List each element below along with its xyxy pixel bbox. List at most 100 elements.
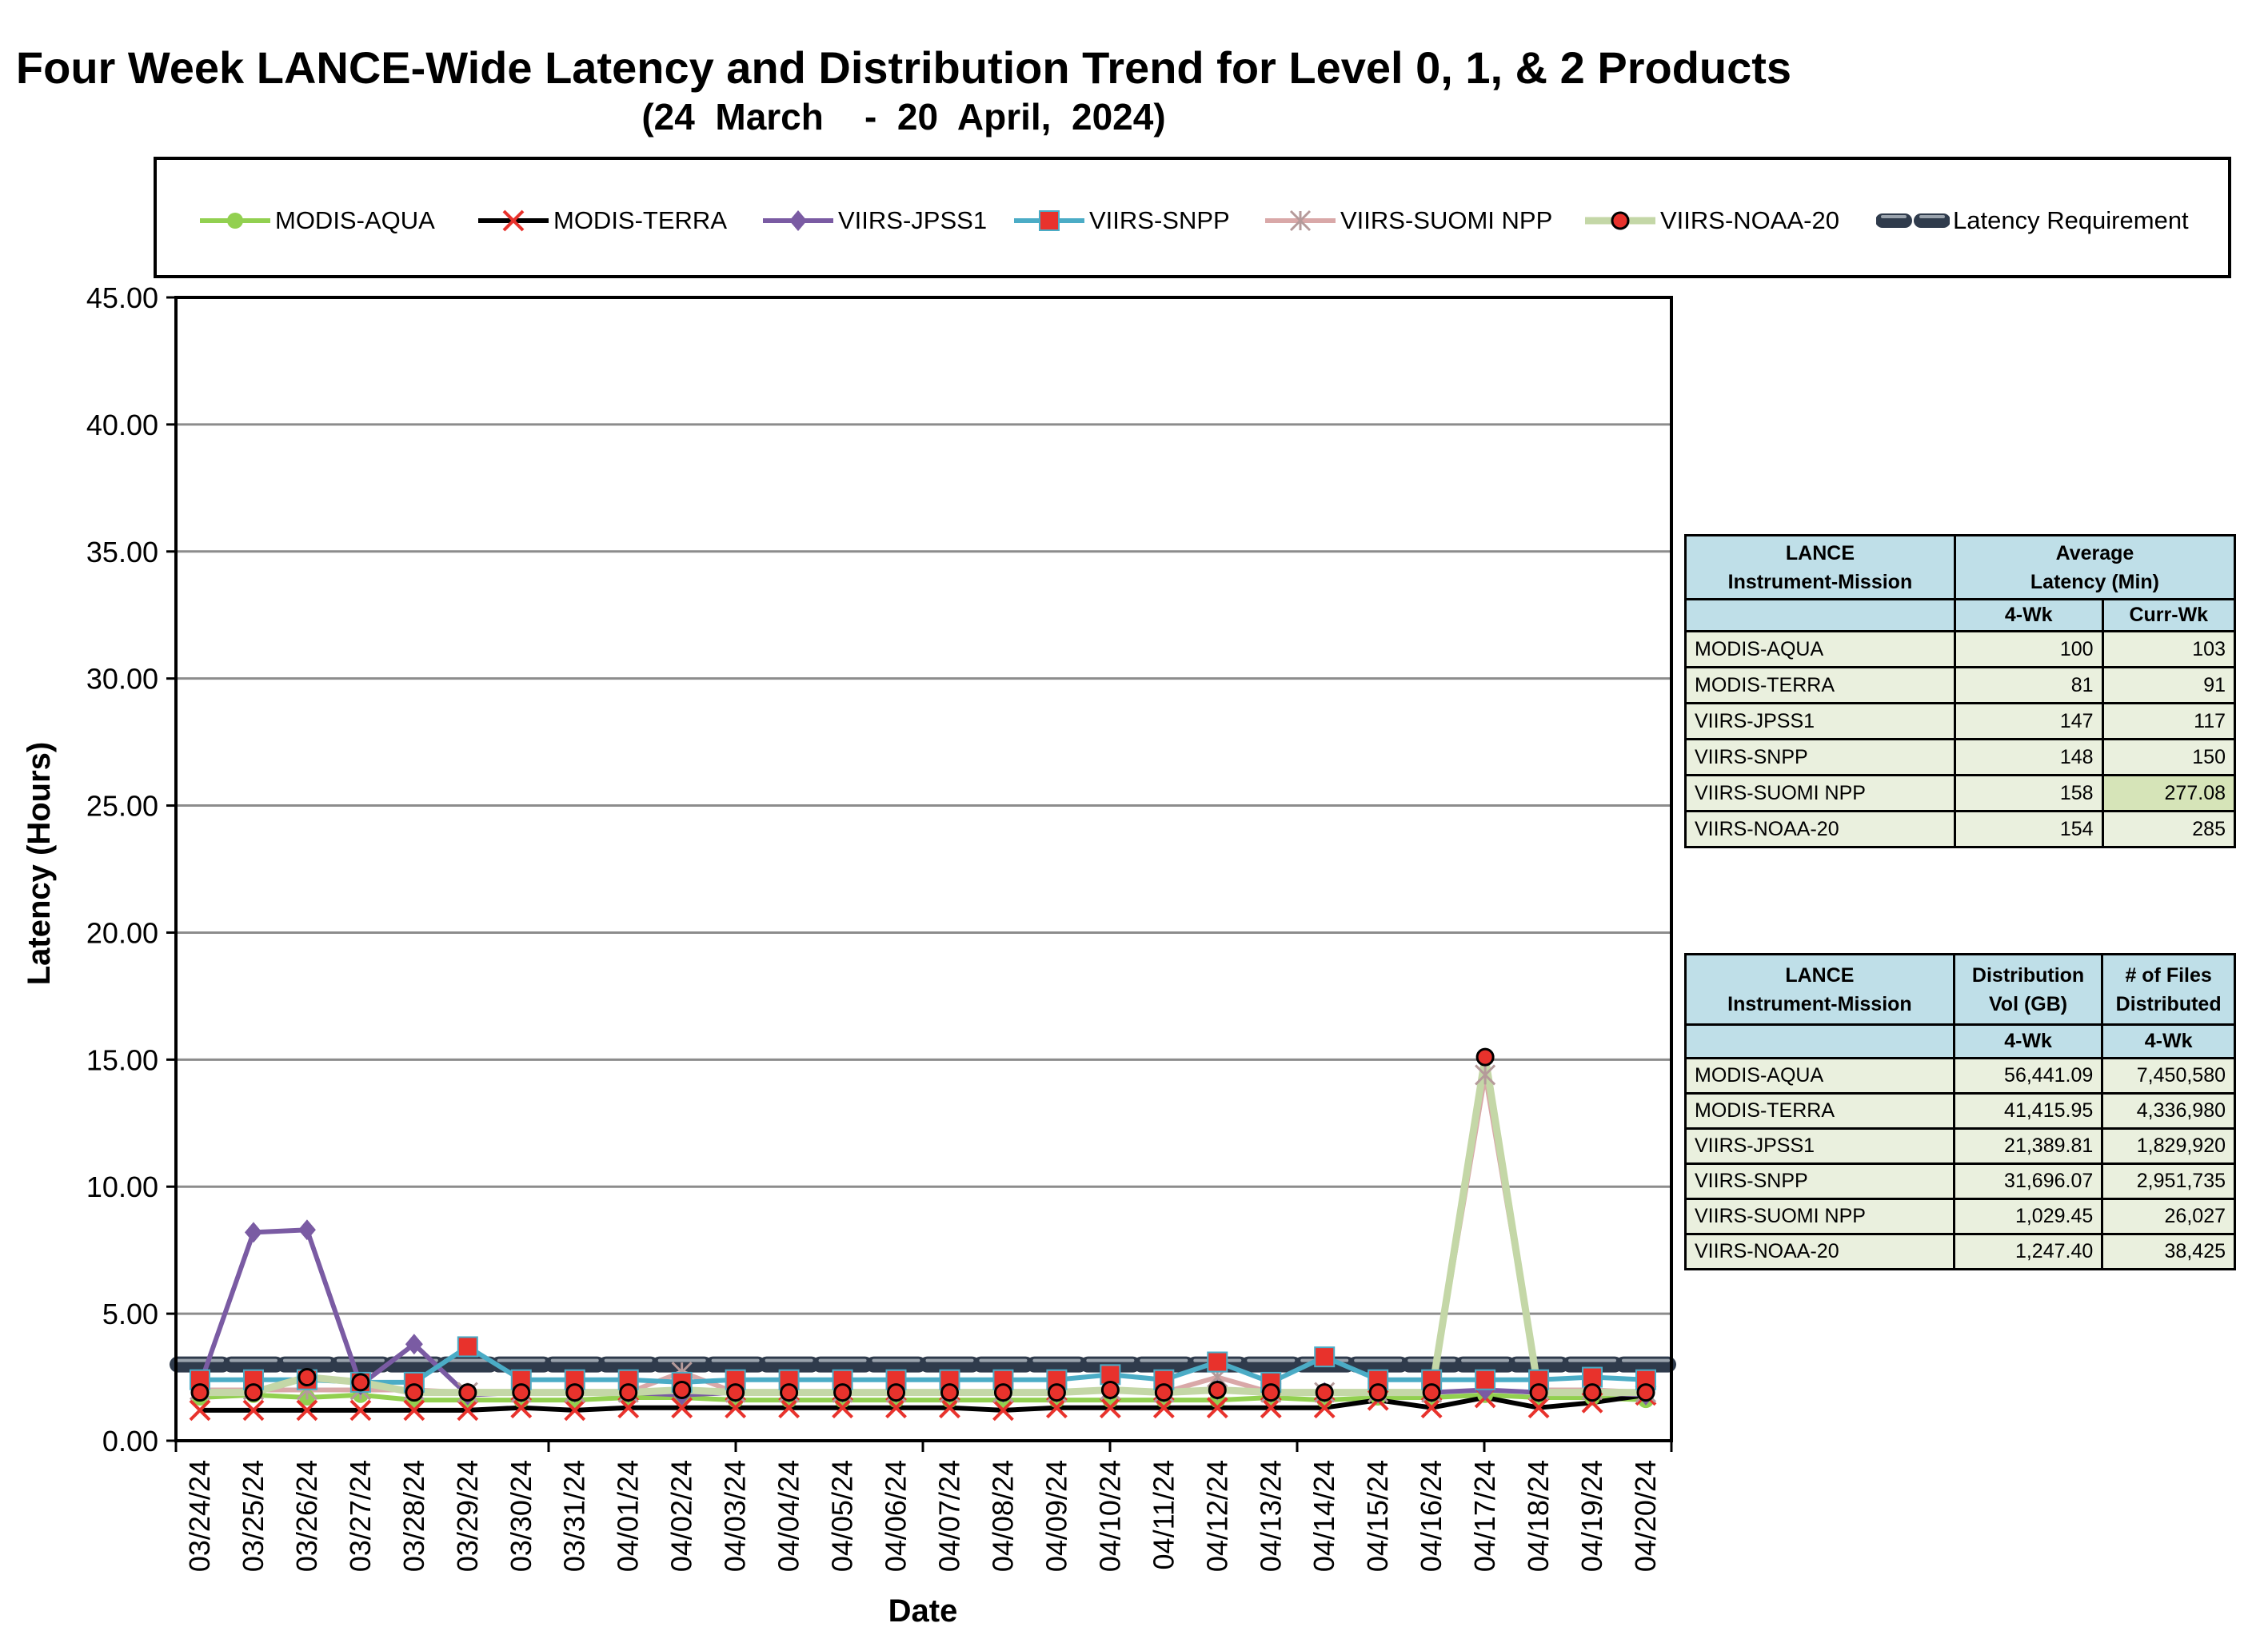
data-point <box>1368 1383 1388 1402</box>
data-point <box>1420 1397 1443 1419</box>
table-row: VIIRS-SUOMI NPP 1,029.45 26,027 <box>1684 1198 2236 1235</box>
legend-swatch <box>1585 211 1655 230</box>
data-point <box>564 1399 586 1422</box>
data-point <box>1527 1397 1550 1419</box>
data-point <box>1583 1383 1602 1402</box>
chart-subtitle: (24 March - 20 April, 2024) <box>641 96 1166 138</box>
latency-subheader-blank <box>1684 598 1956 632</box>
data-point <box>887 1383 906 1402</box>
latency-currwk: 91 <box>2101 666 2237 704</box>
data-point <box>1100 1380 1120 1399</box>
table-row: VIIRS-SUOMI NPP 158 277.08 <box>1684 774 2237 812</box>
latency-4wk: 154 <box>1953 810 2104 848</box>
x-tick-label: 03/29/24 <box>451 1460 484 1572</box>
data-point <box>244 1383 263 1402</box>
data-point <box>502 209 525 232</box>
data-point <box>403 1399 425 1422</box>
data-point <box>405 1334 423 1355</box>
series-line-viirs-noaa20 <box>200 1053 1646 1397</box>
data-point <box>1289 209 1312 232</box>
x-tick-label: 04/14/24 <box>1308 1460 1340 1572</box>
latency-4wk: 158 <box>1953 774 2104 812</box>
x-tick-label: 04/04/24 <box>773 1460 805 1572</box>
table-row: VIIRS-JPSS1 21,389.81 1,829,920 <box>1684 1127 2236 1165</box>
header-line: # of Files <box>2125 963 2212 987</box>
y-tick-label: 5.00 <box>102 1298 158 1330</box>
files-distributed: 26,027 <box>2101 1198 2236 1235</box>
table-row: VIIRS-JPSS1 147 117 <box>1684 702 2237 740</box>
data-point <box>1047 1383 1066 1402</box>
data-point <box>778 1397 801 1419</box>
header-line: LANCE <box>1785 541 1855 564</box>
x-tick-label: 03/31/24 <box>558 1460 591 1572</box>
latency-subheader-4wk: 4-Wk <box>1953 598 2104 632</box>
x-tick-label: 04/18/24 <box>1522 1460 1555 1572</box>
x-axis-label: Date <box>888 1593 958 1629</box>
x-tick-label: 04/08/24 <box>986 1460 1019 1572</box>
x-tick-label: 04/05/24 <box>826 1460 859 1572</box>
x-tick-label: 04/19/24 <box>1575 1460 1608 1572</box>
latency-currwk: 117 <box>2101 702 2237 740</box>
latency-4wk: 100 <box>1953 630 2104 668</box>
distribution-volume: 56,441.09 <box>1952 1057 2104 1095</box>
data-point <box>992 1399 1014 1422</box>
y-tick-label: 35.00 <box>86 536 158 568</box>
x-tick-label: 04/09/24 <box>1040 1460 1072 1572</box>
data-point <box>1475 1064 1496 1086</box>
table-row: VIIRS-SNPP 148 150 <box>1684 738 2237 776</box>
series-line-modis-terra <box>200 1392 1647 1413</box>
legend-item: VIIRS-SUOMI NPP <box>1264 160 1552 281</box>
data-point <box>1208 1380 1227 1399</box>
instrument-name: MODIS-TERRA <box>1684 666 1956 704</box>
data-point <box>617 1397 640 1419</box>
latency-currwk: 103 <box>2101 630 2237 668</box>
series-line-modis-aqua <box>199 1392 1647 1403</box>
data-point <box>512 1383 531 1402</box>
legend-label: MODIS-TERRA <box>553 206 727 234</box>
legend-label: VIIRS-JPSS1 <box>838 206 988 234</box>
data-point <box>1422 1383 1441 1402</box>
latency-4wk: 148 <box>1953 738 2104 776</box>
instrument-name: VIIRS-SNPP <box>1684 738 1956 776</box>
data-point <box>1045 1397 1068 1419</box>
x-tick-label: 04/12/24 <box>1200 1460 1233 1572</box>
legend-label: MODIS-AQUA <box>275 206 435 234</box>
instrument-name: VIIRS-NOAA-20 <box>1684 810 1956 848</box>
table-row: VIIRS-NOAA-20 154 285 <box>1684 810 2237 848</box>
x-tick-label: 03/26/24 <box>290 1460 323 1572</box>
x-tick-label: 03/25/24 <box>237 1460 270 1572</box>
data-point <box>885 1397 907 1419</box>
instrument-name: VIIRS-SUOMI NPP <box>1684 1198 1955 1235</box>
y-tick-label: 45.00 <box>86 281 158 314</box>
legend-swatch <box>1876 213 1950 228</box>
legend-swatch <box>200 213 270 229</box>
x-tick-label: 04/07/24 <box>932 1460 965 1572</box>
data-point <box>1529 1383 1548 1402</box>
dist-subheader-blank <box>1684 1023 1955 1059</box>
data-point <box>1154 1383 1173 1402</box>
x-tick-label: 04/02/24 <box>665 1460 698 1572</box>
data-point <box>296 1399 318 1422</box>
x-tick-label: 04/20/24 <box>1629 1460 1662 1572</box>
requirement-layer <box>170 1356 1676 1373</box>
distribution-volume: 1,029.45 <box>1952 1198 2104 1235</box>
latency-currwk: 277.08 <box>2101 774 2237 812</box>
instrument-name: MODIS-TERRA <box>1684 1092 1955 1130</box>
header-line: Instrument-Mission <box>1727 992 1912 1015</box>
y-tick-label: 10.00 <box>86 1170 158 1203</box>
y-tick-label: 40.00 <box>86 409 158 441</box>
data-point <box>1261 1383 1280 1402</box>
y-axis-label: Latency (Hours) <box>22 742 57 986</box>
y-tick-label: 25.00 <box>86 790 158 823</box>
distribution-volume: 41,415.95 <box>1952 1092 2104 1130</box>
instrument-name: VIIRS-SNPP <box>1684 1162 1955 1200</box>
x-tick-label: 04/06/24 <box>880 1460 912 1572</box>
x-tick-label: 04/10/24 <box>1093 1460 1126 1572</box>
legend-label: Latency Requirement <box>1953 206 2189 234</box>
legend: MODIS-AQUA MODIS-TERRA VIIRS-JPSS1 VIIRS-SN… <box>154 157 2231 278</box>
data-point <box>1260 1397 1282 1419</box>
data-point <box>189 1399 211 1422</box>
files-distributed: 7,450,580 <box>2101 1057 2236 1095</box>
legend-swatch <box>763 210 833 231</box>
